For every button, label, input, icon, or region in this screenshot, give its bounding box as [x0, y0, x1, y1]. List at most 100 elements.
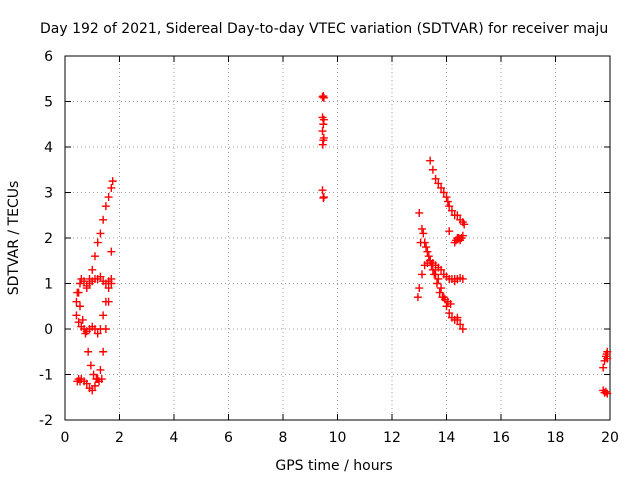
data-point [107, 183, 116, 192]
data-point [75, 302, 84, 311]
x-tick-label: 0 [61, 430, 70, 446]
data-point [93, 329, 102, 338]
x-tick-label: 8 [279, 430, 288, 446]
data-point [80, 277, 89, 286]
data-point [72, 311, 81, 320]
y-tick-label: 6 [44, 49, 53, 65]
data-point [456, 320, 465, 329]
data-point [89, 370, 98, 379]
y-axis-label: SDTVAR / TECUs [6, 181, 22, 296]
data-point [447, 206, 456, 215]
y-tick-label: -1 [39, 368, 53, 384]
data-point [603, 354, 612, 363]
data-point [415, 208, 424, 217]
data-point [424, 252, 433, 261]
grid-lines [65, 56, 610, 420]
data-point [104, 284, 113, 293]
data-point [318, 92, 327, 101]
data-point [442, 193, 451, 202]
data-point [603, 389, 612, 398]
data-point [96, 229, 105, 238]
data-point [417, 270, 426, 279]
data-point [445, 202, 454, 211]
series-arc-c-middle [72, 279, 116, 338]
data-point [88, 265, 97, 274]
data-point [101, 325, 110, 333]
data-point [445, 309, 454, 318]
data-point [81, 329, 90, 338]
data-point [93, 238, 102, 247]
data-point [73, 288, 82, 297]
data-point [442, 302, 451, 311]
data-point [458, 231, 467, 240]
data-point [458, 325, 467, 333]
data-point [107, 247, 116, 256]
data-point [93, 375, 102, 384]
x-tick-label: 6 [224, 430, 233, 446]
x-tick-label: 18 [547, 430, 565, 446]
x-tick-label: 20 [601, 430, 619, 446]
x-axis-label: GPS time / hours [275, 458, 392, 474]
y-tick-label: 5 [44, 95, 53, 111]
data-point [96, 272, 105, 281]
data-point [319, 93, 328, 102]
data-point [434, 179, 443, 188]
data-point [431, 174, 440, 183]
series-arc-j-13h-mid [416, 229, 455, 308]
data-point [99, 215, 108, 224]
x-tick-label: 4 [170, 430, 179, 446]
data-point [437, 183, 446, 192]
data-point [318, 127, 327, 136]
data-point [419, 229, 428, 238]
data-point [319, 193, 328, 202]
data-point [458, 274, 467, 283]
chart-title: Day 192 of 2021, Sidereal Day-to-day VTE… [40, 21, 608, 37]
data-point [415, 284, 424, 293]
data-point [460, 220, 469, 229]
data-point [82, 379, 91, 388]
x-tick-label: 16 [492, 430, 510, 446]
data-point [74, 318, 83, 327]
data-point [318, 186, 327, 195]
data-point [423, 247, 432, 256]
data-point [434, 274, 443, 283]
data-point [107, 279, 116, 288]
data-point [96, 365, 105, 374]
data-point [428, 265, 437, 274]
data-point [413, 293, 422, 302]
series-arc-b-upper [72, 272, 116, 306]
data-point [437, 265, 446, 274]
data-point [453, 313, 462, 322]
y-tick-label: 1 [44, 277, 53, 293]
series-arc-l-19h [599, 347, 612, 398]
data-point [427, 261, 436, 270]
data-point [437, 284, 446, 293]
data-point [72, 297, 81, 306]
data-point [99, 347, 108, 356]
series-arc-g-13h-upper [426, 156, 469, 229]
data-point [435, 288, 444, 297]
data-point [446, 299, 455, 308]
data-point [90, 381, 99, 390]
data-point [453, 211, 462, 220]
series-arc-f-9h [318, 92, 328, 202]
data-point [101, 202, 110, 211]
data-point [422, 243, 431, 252]
data-point [599, 363, 608, 372]
data-point [88, 386, 97, 395]
y-tick-label: 4 [44, 140, 53, 156]
data-point [104, 297, 113, 306]
data-point [430, 270, 439, 279]
y-tick-label: -2 [39, 413, 53, 429]
data-point [90, 252, 99, 261]
data-point [443, 197, 452, 206]
y-tick-label: 3 [44, 186, 53, 202]
data-point [319, 133, 328, 142]
data-point [99, 311, 108, 320]
data-point [318, 140, 327, 149]
series-arc-k-14h-right [445, 227, 467, 283]
data-points [72, 92, 612, 398]
data-point [445, 227, 454, 236]
